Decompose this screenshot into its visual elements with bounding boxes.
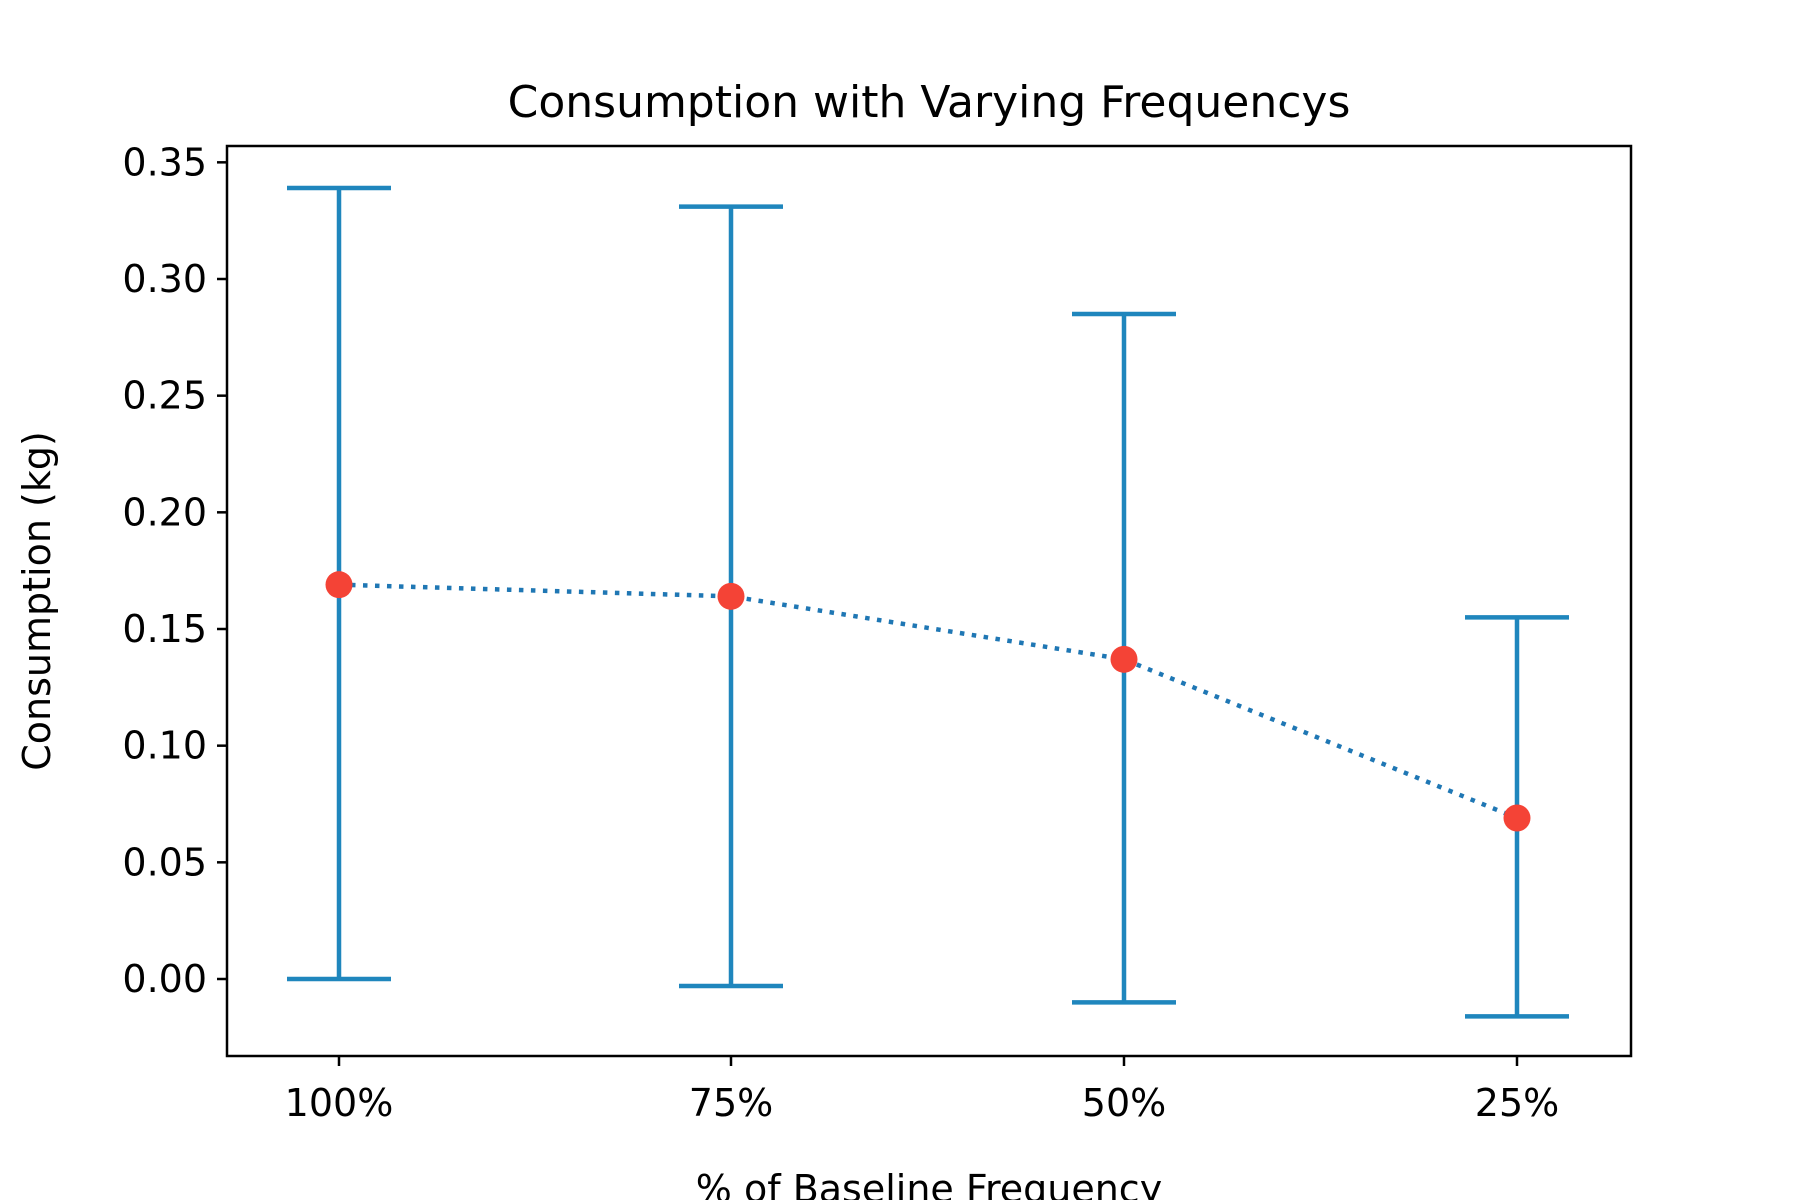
data-point — [717, 582, 745, 610]
y-axis: 0.00 0.05 0.10 0.15 0.20 0.25 0.30 0.35 — [122, 140, 227, 1001]
data-point — [1110, 645, 1138, 673]
x-tick-label: 100% — [285, 1081, 394, 1125]
y-tick-label: 0.10 — [122, 724, 207, 768]
series-line — [338, 582, 1518, 821]
y-axis-label: Consumption (kg) — [15, 431, 59, 771]
x-axis-label: % of Baseline Frequency — [696, 1167, 1162, 1200]
plot-frame — [225, 144, 1633, 1058]
data-point — [1503, 804, 1531, 832]
plot-area — [287, 185, 1569, 1019]
y-tick-label: 0.15 — [122, 607, 207, 651]
data-point — [325, 571, 353, 599]
y-tick-label: 0.35 — [122, 140, 207, 184]
y-tick-label: 0.30 — [122, 257, 207, 301]
y-tick-label: 0.20 — [122, 490, 207, 534]
x-tick-label: 75% — [689, 1081, 773, 1125]
x-tick-label: 50% — [1082, 1081, 1166, 1125]
chart-title: Consumption with Varying Frequencys — [508, 77, 1351, 128]
y-tick-label: 0.00 — [122, 957, 207, 1001]
x-tick-label: 25% — [1475, 1081, 1559, 1125]
x-axis: 100% 75% 50% 25% — [285, 1056, 1559, 1125]
y-tick-label: 0.05 — [122, 840, 207, 884]
y-tick-label: 0.25 — [122, 374, 207, 418]
